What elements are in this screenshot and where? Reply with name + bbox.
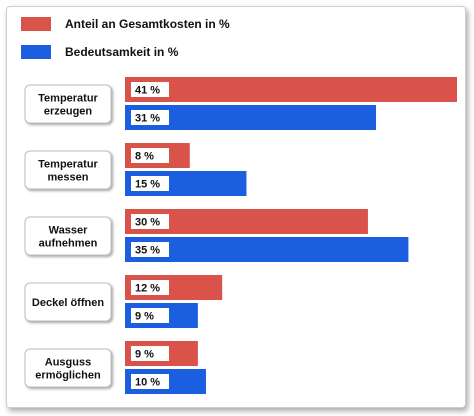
- legend-swatch-1: [21, 17, 51, 31]
- value-label: 41 %: [135, 85, 160, 97]
- category-labels: TemperaturerzeugenTemperaturmessenWasser…: [24, 84, 112, 388]
- bars: 41 % 31 % 8 % 15 % 30 % 35 % 12 % 9 % 9 % 10 %: [125, 77, 457, 394]
- value-label-bg: [131, 148, 169, 163]
- value-label: 9 %: [135, 311, 154, 323]
- value-label-bg: [131, 280, 169, 295]
- chart-frame: Anteil an Gesamtkosten in % Bedeutsamkeit…: [6, 6, 466, 408]
- category-box: [24, 348, 112, 388]
- category-label-line: ermöglichen: [35, 370, 101, 382]
- value-label: 15 %: [135, 179, 160, 191]
- value-label: 35 %: [135, 245, 160, 257]
- category-box: [24, 150, 112, 190]
- category-label-line: Wasser: [49, 225, 88, 237]
- legend-label-2: Bedeutsamkeit in %: [65, 45, 179, 59]
- bar-wasser-aufnehmen-series-2: [125, 237, 409, 262]
- value-label: 31 %: [135, 113, 160, 125]
- category-label-line: aufnehmen: [39, 238, 98, 250]
- value-label-bg: [131, 242, 169, 257]
- value-label: 10 %: [135, 377, 160, 389]
- value-label: 12 %: [135, 283, 160, 295]
- value-label-bg: [131, 82, 169, 97]
- category-label-line: Ausguss: [45, 357, 91, 369]
- value-label-bg: [131, 110, 169, 125]
- value-label-bg: [131, 308, 169, 323]
- value-label: 8 %: [135, 151, 154, 163]
- category-label-line: Deckel öffnen: [32, 297, 104, 309]
- category-box: [24, 282, 112, 322]
- legend-label-1: Anteil an Gesamtkosten in %: [65, 17, 230, 31]
- bar-chart: Anteil an Gesamtkosten in % Bedeutsamkeit…: [21, 17, 457, 394]
- legend: Anteil an Gesamtkosten in % Bedeutsamkeit…: [21, 17, 230, 59]
- category-label-line: Temperatur: [38, 159, 98, 171]
- value-label: 9 %: [135, 349, 154, 361]
- category-box: [24, 216, 112, 256]
- category-label-line: Temperatur: [38, 93, 98, 105]
- value-label-bg: [131, 374, 169, 389]
- category-deckel-ffnen: Deckel öffnen: [24, 282, 112, 322]
- category-label-line: erzeugen: [44, 106, 93, 118]
- legend-swatch-2: [21, 45, 51, 59]
- value-label-bg: [131, 214, 169, 229]
- bar-temperatur-erzeugen-series-1: [125, 77, 457, 102]
- value-label-bg: [131, 176, 169, 191]
- value-label: 30 %: [135, 217, 160, 229]
- value-label-bg: [131, 346, 169, 361]
- category-box: [24, 84, 112, 124]
- category-label-line: messen: [48, 172, 89, 184]
